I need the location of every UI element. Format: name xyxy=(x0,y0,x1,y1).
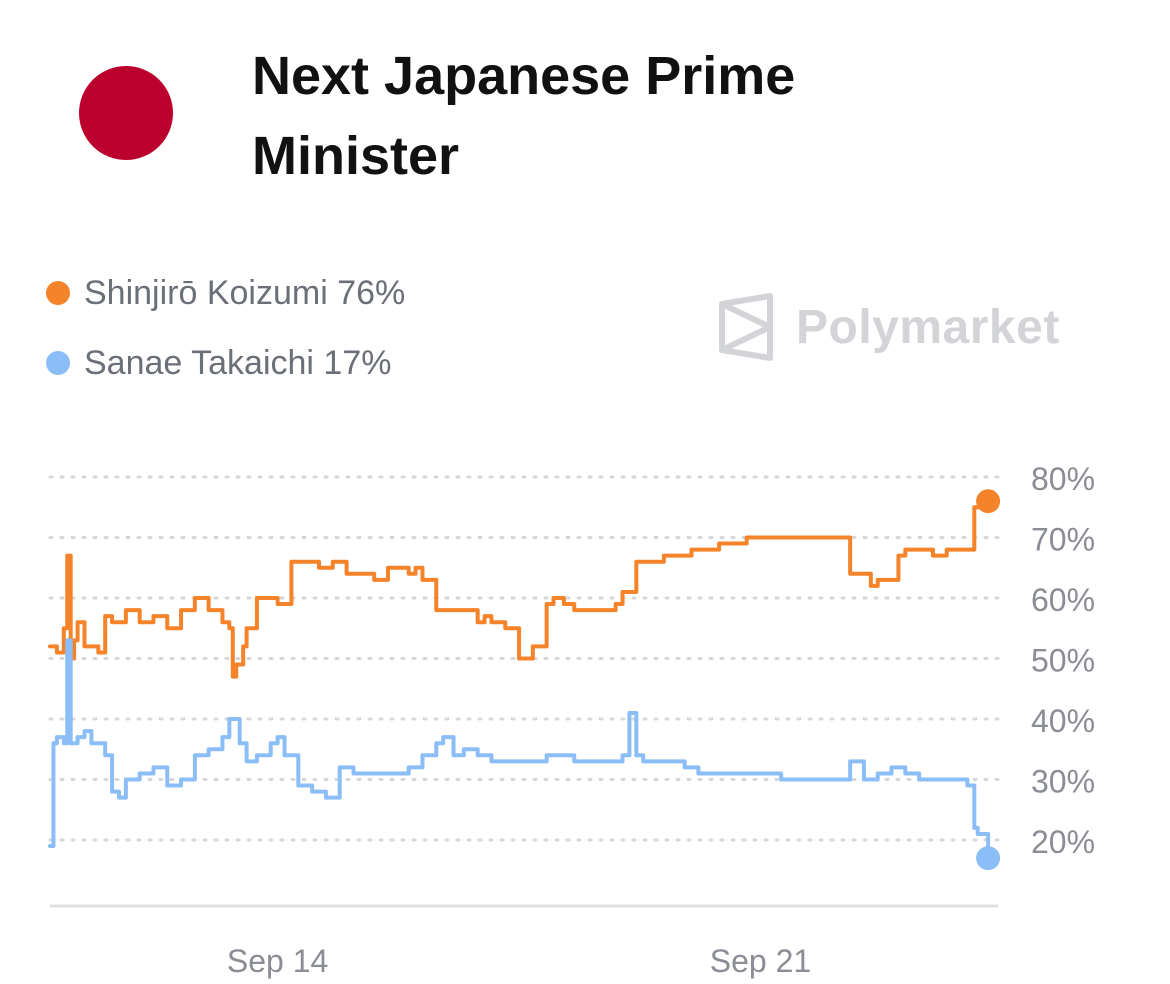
y-tick-label: 60% xyxy=(1031,582,1095,618)
japan-flag-icon xyxy=(79,66,173,160)
legend-dot-koizumi xyxy=(46,281,70,305)
polymarket-logo-icon xyxy=(719,293,773,361)
polymarket-brand: Polymarket xyxy=(716,292,1060,362)
x-tick-label: Sep 21 xyxy=(710,943,811,979)
x-tick-label: Sep 14 xyxy=(227,943,328,979)
y-tick-label: 80% xyxy=(1031,461,1095,497)
endpoint-koizumi[interactable] xyxy=(976,489,1001,514)
legend-label-koizumi: Shinjirō Koizumi 76% xyxy=(84,273,406,312)
legend-label-takaichi: Sanae Takaichi 17% xyxy=(84,343,392,382)
legend-dot-takaichi xyxy=(46,351,70,375)
page-title: Next Japanese Prime Minister xyxy=(252,46,796,186)
legend-item-takaichi[interactable]: Sanae Takaichi 17% xyxy=(46,328,405,398)
y-tick-label: 40% xyxy=(1031,703,1095,739)
series-line-takaichi xyxy=(48,638,991,861)
chart-legend: Shinjirō Koizumi 76% Sanae Takaichi 17% xyxy=(46,258,405,398)
legend-item-koizumi[interactable]: Shinjirō Koizumi 76% xyxy=(46,258,405,328)
y-tick-label: 70% xyxy=(1031,522,1095,558)
y-tick-label: 50% xyxy=(1031,643,1095,679)
brand-name: Polymarket xyxy=(796,300,1060,354)
y-tick-label: 20% xyxy=(1031,824,1095,860)
endpoint-takaichi[interactable] xyxy=(976,846,1001,871)
series-line-koizumi xyxy=(48,499,991,679)
y-tick-label: 30% xyxy=(1031,764,1095,800)
